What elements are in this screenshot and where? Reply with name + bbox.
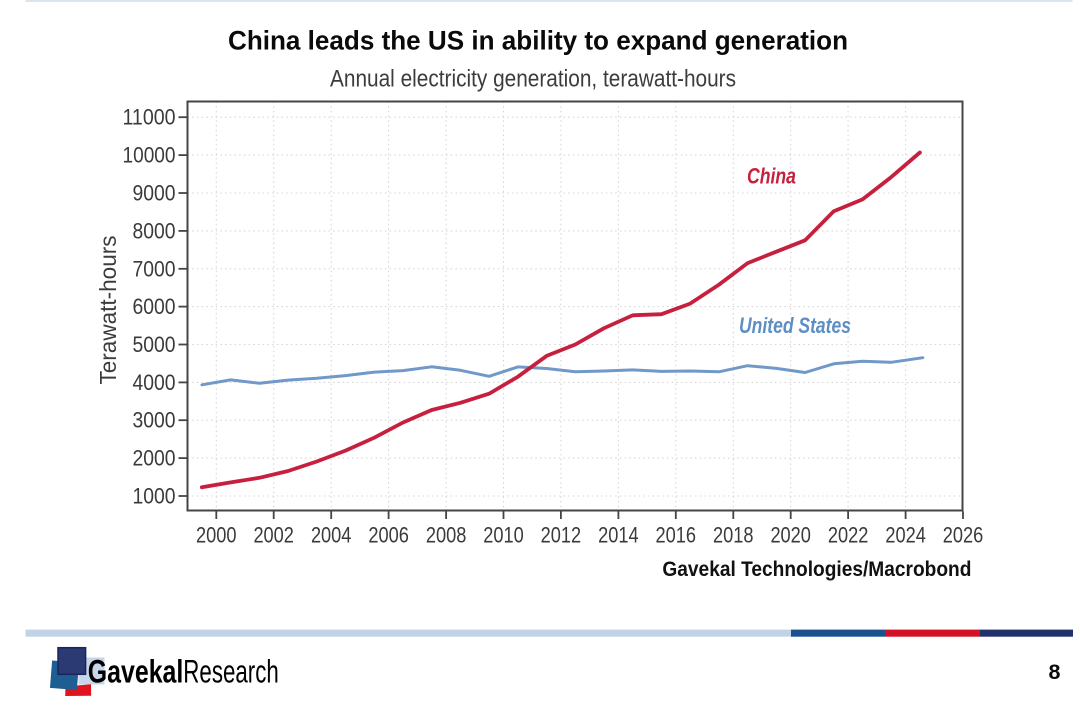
svg-text:7000: 7000 bbox=[133, 256, 176, 281]
svg-text:4000: 4000 bbox=[133, 370, 176, 395]
svg-text:2022: 2022 bbox=[828, 523, 869, 548]
svg-text:9000: 9000 bbox=[133, 181, 176, 206]
svg-text:United States: United States bbox=[739, 313, 851, 338]
svg-text:2026: 2026 bbox=[943, 523, 984, 548]
svg-text:China leads the US in ability: China leads the US in ability to expand … bbox=[228, 26, 848, 56]
svg-text:Annual electricity generation,: Annual electricity generation, terawatt-… bbox=[330, 66, 736, 93]
svg-text:2010: 2010 bbox=[483, 523, 524, 548]
svg-text:2020: 2020 bbox=[770, 523, 811, 548]
svg-text:2012: 2012 bbox=[541, 523, 582, 548]
svg-text:2008: 2008 bbox=[426, 523, 467, 548]
svg-text:10000: 10000 bbox=[123, 143, 176, 168]
svg-text:2002: 2002 bbox=[253, 523, 294, 548]
svg-text:2000: 2000 bbox=[133, 446, 176, 471]
svg-text:Gavekal Technologies/Macrobond: Gavekal Technologies/Macrobond bbox=[662, 557, 971, 581]
svg-text:8: 8 bbox=[1049, 660, 1061, 684]
svg-text:GavekalResearch: GavekalResearch bbox=[88, 654, 279, 690]
svg-text:3000: 3000 bbox=[133, 408, 176, 433]
svg-text:China: China bbox=[747, 164, 796, 189]
svg-text:6000: 6000 bbox=[133, 294, 176, 319]
svg-text:2016: 2016 bbox=[656, 523, 697, 548]
svg-text:1000: 1000 bbox=[133, 484, 176, 509]
svg-text:2024: 2024 bbox=[885, 523, 926, 548]
svg-text:2018: 2018 bbox=[713, 523, 754, 548]
svg-text:5000: 5000 bbox=[133, 332, 176, 357]
svg-text:2014: 2014 bbox=[598, 523, 639, 548]
svg-text:2006: 2006 bbox=[368, 523, 409, 548]
svg-text:8000: 8000 bbox=[133, 218, 176, 243]
svg-text:11000: 11000 bbox=[123, 105, 176, 130]
svg-text:2004: 2004 bbox=[311, 523, 352, 548]
svg-text:Terawatt-hours: Terawatt-hours bbox=[95, 236, 121, 385]
svg-text:2000: 2000 bbox=[196, 523, 237, 548]
